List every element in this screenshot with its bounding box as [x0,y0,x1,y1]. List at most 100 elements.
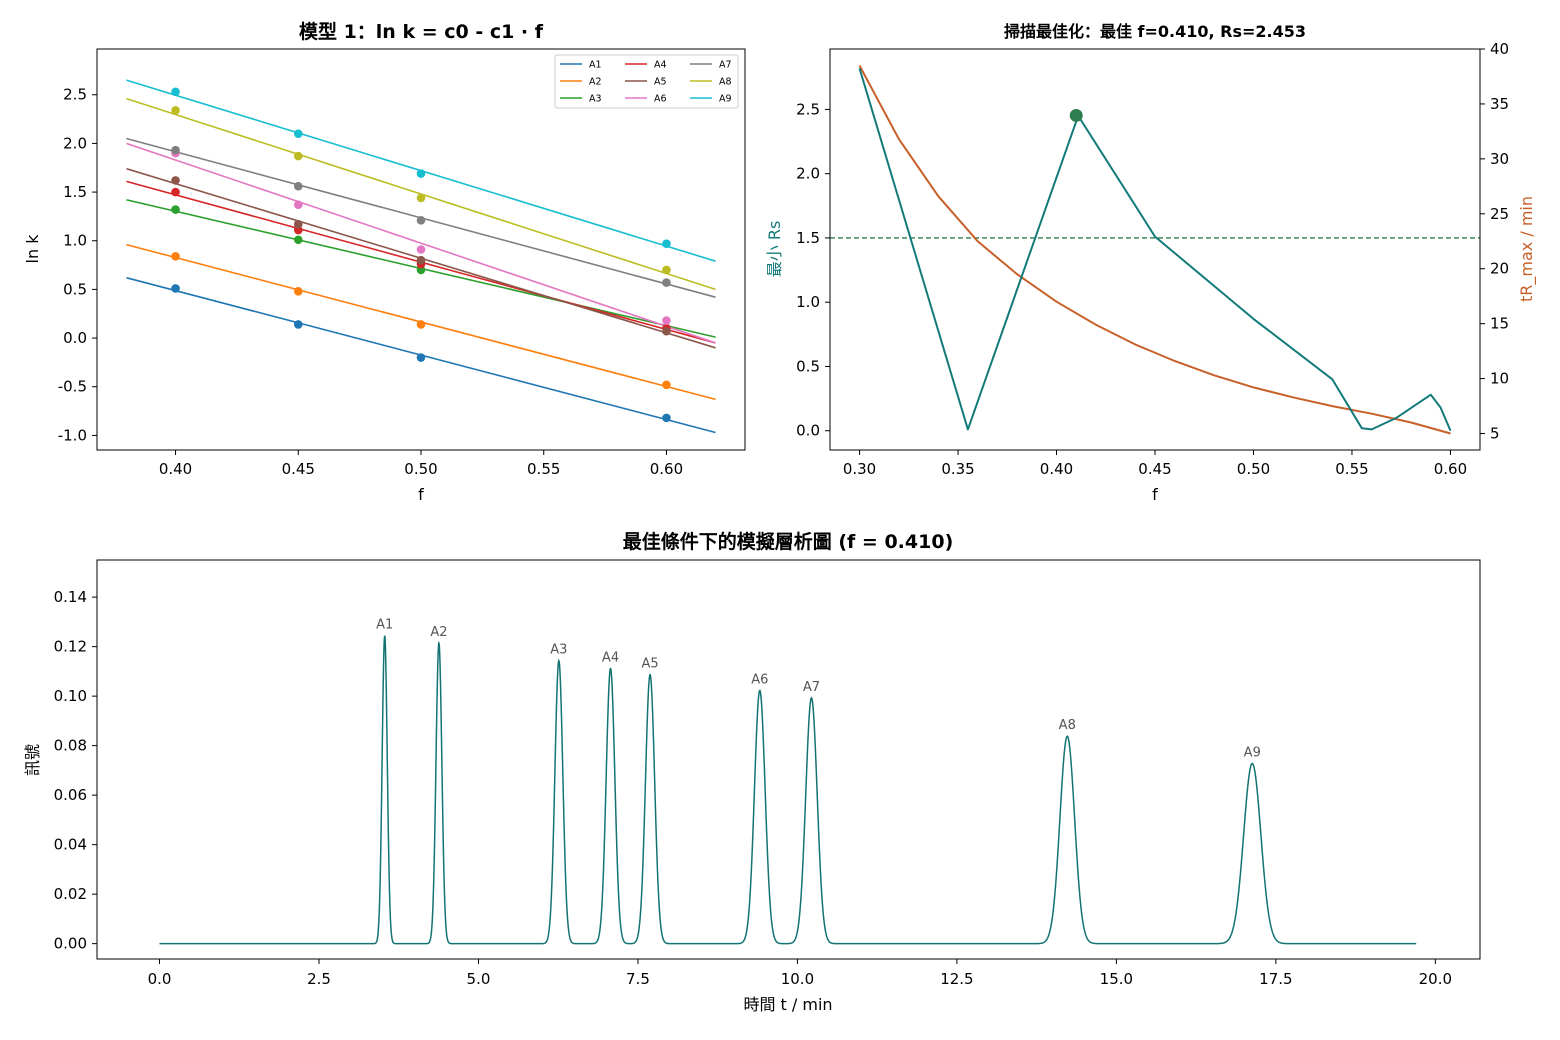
legend-label-A2: A2 [589,77,602,88]
chart1-ytick-label: 1.0 [63,232,87,250]
data-point-A8 [293,151,303,161]
data-point-A7 [293,181,303,191]
legend-label-A5: A5 [654,77,667,88]
chart2-xtick-label: 0.30 [843,460,876,478]
data-point-A7 [416,216,426,225]
tr-max-line [858,65,1451,435]
chart2-ytick-label: 1.5 [796,229,820,247]
chart2-xtick-label: 0.60 [1434,460,1467,478]
chart1-ylabel: ln k [23,234,42,264]
data-point-A2 [171,252,180,261]
data-point-A9 [662,239,671,248]
chart3-axes: 0.0 2.5 5.0 7.5 10.0 12.5 15.0 17.5 20.0 0.00 0.02… [54,588,1452,988]
chart1-ytick-label: 2.5 [63,86,87,104]
chart1-ytick-label: 0.0 [63,329,87,347]
data-point-A1 [171,284,180,293]
chart2-xtick-label: 0.50 [1237,460,1270,478]
data-point-A2 [416,320,426,329]
data-point-A6 [416,245,426,254]
peak-label-A4: A4 [602,650,619,665]
chart2-y2tick-label: 25 [1490,205,1509,223]
chart3-ytick-label: 0.14 [54,588,87,606]
chart2-y2tick-label: 35 [1490,95,1509,113]
chromatogram-line [159,635,1417,945]
chart3-ytick-label: 0.00 [54,935,87,953]
chart2-ytick-label: 2.0 [796,165,820,183]
legend-label-A6: A6 [654,94,667,105]
chart3-xtick-label: 12.5 [940,970,973,988]
chart1-xtick-label: 0.55 [527,460,560,478]
panel-chromatogram: 最佳條件下的模擬層析圖 (f = 0.410) 0.0 2.5 5.0 7.5 10.0… [23,530,1481,1014]
peak-label-A9: A9 [1244,745,1261,760]
chart1-xtick-label: 0.50 [404,460,437,478]
chart2-y2label: tR_max / min [1517,196,1537,302]
chart3-xtick-label: 10.0 [781,970,814,988]
legend-label-A8: A8 [719,77,732,88]
chart2-y2tick-label: 15 [1490,315,1509,333]
peak-label-A5: A5 [641,657,658,672]
chart2-xtick-label: 0.35 [941,460,974,478]
chart2-xlabel: f [1152,485,1158,504]
chart1-ytick-label: 0.5 [63,280,87,298]
fit-line-A6 [126,142,716,344]
data-point-A6 [662,316,671,325]
chart1-title: 模型 1：ln k = c0 - c1 · f [299,20,544,43]
chart2-marks [830,65,1480,435]
chart3-ytick-label: 0.06 [54,786,87,804]
data-point-A5 [293,219,303,229]
peak-label-A1: A1 [376,617,393,632]
data-point-A9 [416,169,426,178]
legend-label-A3: A3 [589,94,602,105]
chart1-legend: A1 A2 A3 A4 A5 A6 A7 A8 A9 [554,54,739,109]
chart3-ytick-label: 0.12 [54,638,87,656]
chart3-xtick-label: 5.0 [467,970,491,988]
data-point-A5 [416,255,426,265]
chart2-y2tick-label: 10 [1490,370,1509,388]
chart2-y2tick-label: 20 [1490,260,1509,278]
chart2-frame [829,48,1481,451]
chart3-ytick-label: 0.10 [54,687,87,705]
chart2-xtick-label: 0.55 [1335,460,1368,478]
chart3-ytick-label: 0.02 [54,885,87,903]
chart3-xtick-label: 17.5 [1259,970,1292,988]
data-point-A7 [171,145,180,155]
peak-label-A2: A2 [430,625,447,640]
data-point-A7 [662,278,671,287]
data-point-A2 [293,287,303,296]
data-point-A8 [416,193,426,203]
data-point-A3 [293,235,303,245]
panel-scan-optimization: 掃描最佳化：最佳 f=0.410, Rs=2.453 0.30 0.35 0.40 0… [765,22,1537,504]
chart3-xtick-label: 7.5 [626,970,650,988]
peak-label-A3: A3 [550,643,567,658]
data-point-A1 [416,353,426,362]
chart1-xtick-label: 0.45 [282,460,315,478]
chart3-xtick-label: 2.5 [307,970,331,988]
chart1-ytick-label: 2.0 [63,134,87,152]
panel-lnk-model: 模型 1：ln k = c0 - c1 · f 0.40 0.45 0.50 0.55… [23,20,746,504]
legend-label-A1: A1 [589,60,602,71]
chart2-ytick-label: 2.5 [796,100,820,118]
chart2-ytick-label: 1.0 [796,293,820,311]
data-point-A1 [662,413,671,423]
legend-label-A9: A9 [719,94,732,105]
chart1-marks [126,79,716,434]
data-point-A2 [662,380,671,390]
peak-label-A6: A6 [751,672,768,687]
chart2-y2tick-label: 30 [1490,150,1509,168]
chart3-ytick-label: 0.08 [54,737,87,755]
chart1-axes: 0.40 0.45 0.50 0.55 0.60 -1.0 -0.5 0.0 0.5 1.0 1.5… [58,86,683,478]
data-point-A1 [293,320,303,329]
data-point-A8 [171,106,180,115]
chart2-xtick-label: 0.40 [1040,460,1073,478]
peak-label-A7: A7 [803,680,820,695]
chart3-xtick-label: 20.0 [1419,970,1452,988]
data-point-A9 [293,129,303,138]
chart3-ytick-label: 0.04 [54,836,87,854]
chart3-title: 最佳條件下的模擬層析圖 (f = 0.410) [623,530,954,553]
data-point-A4 [171,187,180,197]
chart2-xtick-label: 0.45 [1138,460,1171,478]
chart1-xtick-label: 0.40 [159,460,192,478]
data-point-A6 [293,200,303,210]
chart1-xtick-label: 0.60 [650,460,683,478]
peak-label-A8: A8 [1059,718,1076,733]
